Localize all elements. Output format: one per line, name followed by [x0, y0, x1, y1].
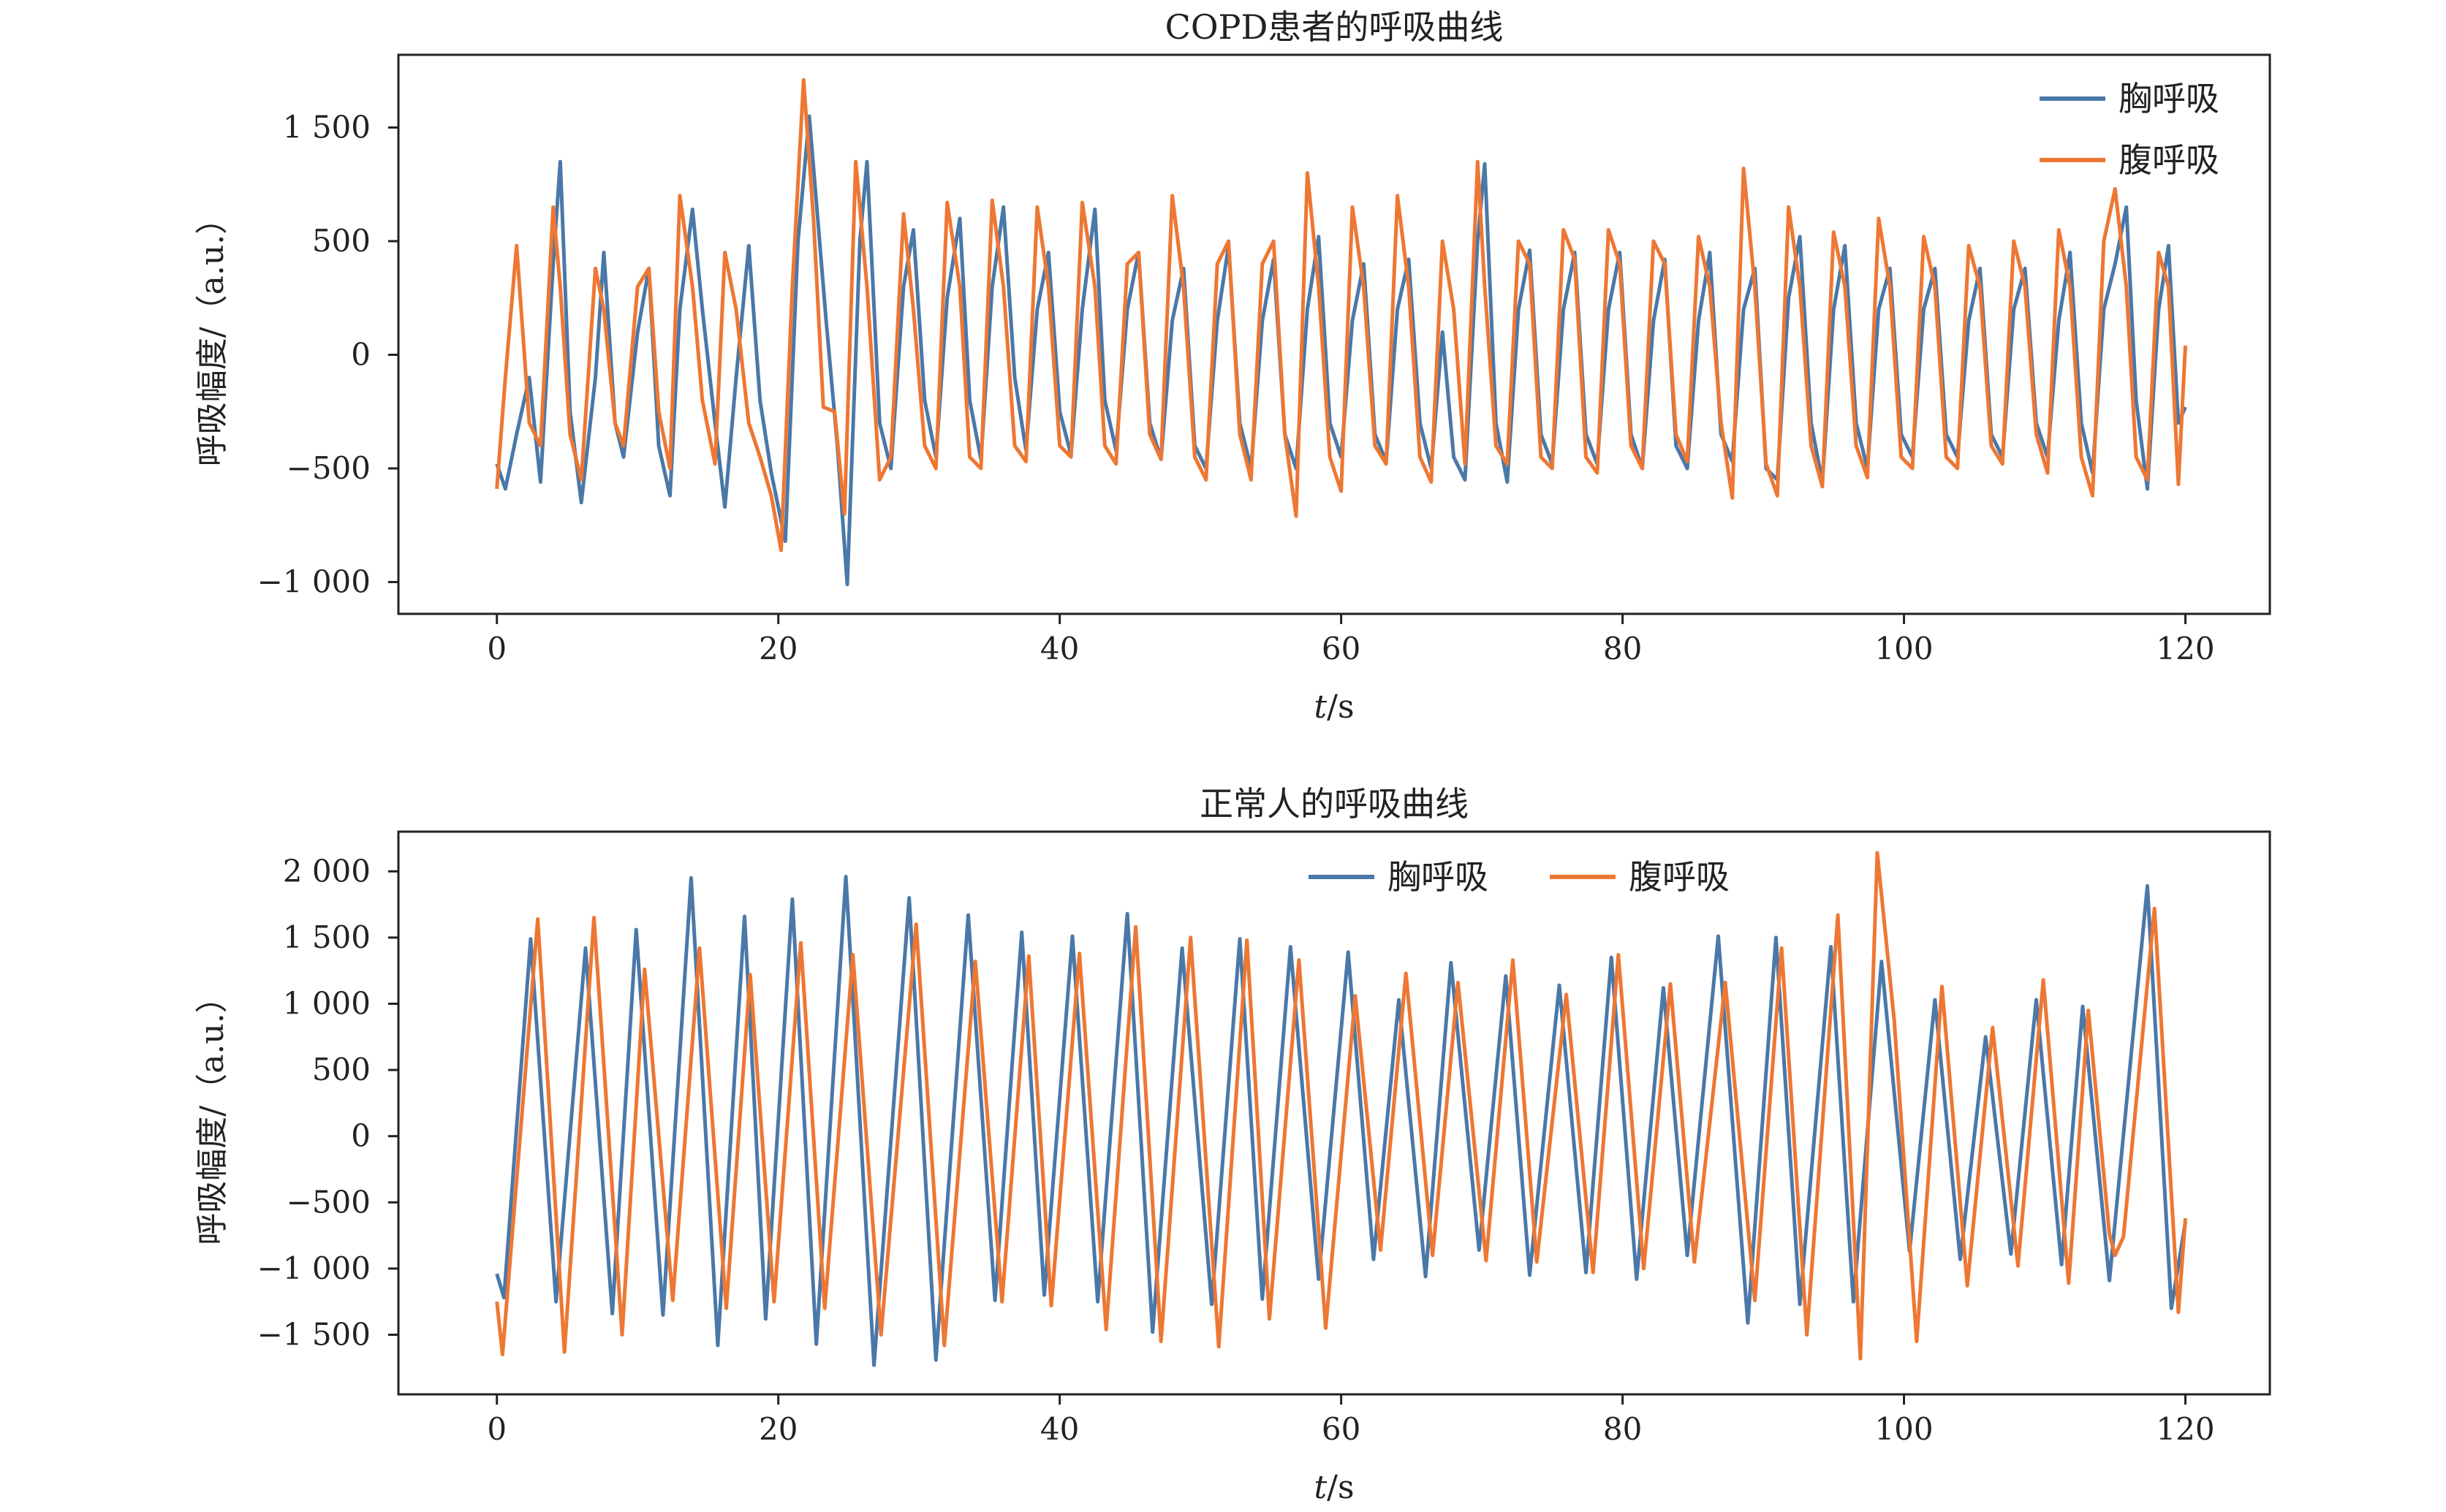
plot-frame [397, 53, 2271, 615]
y-tick-label: 0 [351, 336, 371, 372]
chart-copd: COPD患者的呼吸曲线 0 20 40 60 80 100 120 −1 000 −500 0 500… [194, 7, 2271, 726]
x-tick-label: 80 [1603, 1411, 1642, 1447]
chart-title: 正常人的呼吸曲线 [1200, 784, 1469, 824]
series-line-abdomen [495, 851, 2187, 1361]
legend-entry: 腹呼吸 [1629, 857, 1730, 897]
y-tick-label: −1 500 [257, 1316, 371, 1352]
x-tick-label: 20 [759, 631, 798, 666]
legend-entry: 胸呼吸 [2119, 79, 2219, 118]
x-tick-label: 80 [1603, 631, 1642, 666]
x-tick-label: 100 [1874, 631, 1933, 666]
chart-normal: 正常人的呼吸曲线 0 20 40 60 80 100 120 −1 500 −1 000 −500 0… [194, 784, 2271, 1506]
chart-title: COPD患者的呼吸曲线 [1165, 7, 1504, 47]
x-axis-label: t/s [1314, 1469, 1354, 1506]
y-axis-label: 呼吸幅度/（a.u.） [194, 202, 231, 466]
series-line-chest [495, 875, 2187, 1367]
x-tick-label: 40 [1040, 631, 1079, 666]
x-tick-label: 60 [1322, 1411, 1360, 1447]
legend-entry: 腹呼吸 [2119, 140, 2219, 180]
y-tick-label: 1 000 [283, 986, 371, 1022]
series-line-chest [495, 114, 2187, 587]
x-axis-label-unit: /s [1327, 1469, 1354, 1506]
x-tick-label: 20 [759, 1411, 798, 1447]
y-tick-label: −500 [287, 450, 371, 486]
y-tick-label: 500 [312, 223, 371, 259]
x-tick-label: 0 [487, 631, 507, 666]
y-tick-label: 2 000 [283, 853, 371, 889]
x-axis-label-var: t [1314, 1469, 1327, 1506]
series-line-abdomen [495, 77, 2187, 552]
legend: 胸呼吸 腹呼吸 [1309, 857, 1730, 897]
x-axis-label: t/s [1314, 688, 1354, 726]
x-tick-label: 0 [487, 1411, 507, 1447]
y-tick-label: 500 [312, 1052, 371, 1087]
x-tick-label: 60 [1322, 631, 1360, 666]
y-tick-label: −1 000 [257, 1250, 371, 1286]
x-axis-label-unit: /s [1327, 688, 1354, 726]
x-tick-label: 120 [2156, 1411, 2214, 1447]
y-tick-label: −500 [287, 1184, 371, 1220]
y-axis-label: 呼吸幅度/（a.u.） [194, 981, 231, 1245]
y-tick-label: 0 [351, 1118, 371, 1154]
y-tick-label: −1 000 [257, 563, 371, 599]
y-tick-label: 1 500 [283, 919, 371, 955]
x-tick-label: 40 [1040, 1411, 1079, 1447]
x-axis-label-var: t [1314, 688, 1327, 726]
legend-entry: 胸呼吸 [1387, 857, 1488, 897]
y-tick-label: 1 500 [283, 110, 371, 145]
plot-frame [397, 830, 2271, 1396]
x-tick-label: 120 [2156, 631, 2214, 666]
x-tick-label: 100 [1874, 1411, 1933, 1447]
